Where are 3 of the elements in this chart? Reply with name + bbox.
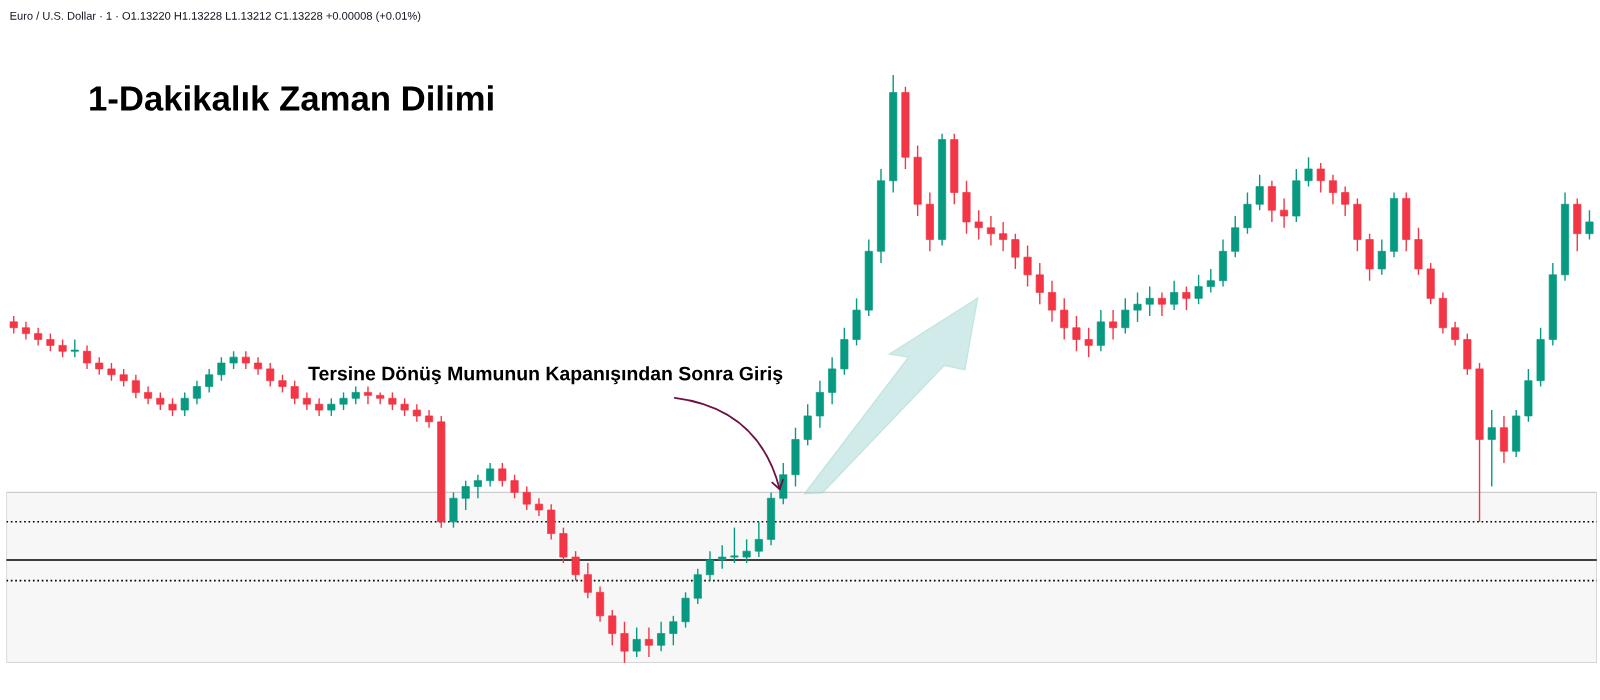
text: Euro / U.S. Dollar · 1 · O1.13220 H1.13228 L1.13212 C1.13228 +0.00008 (+0.01%): [10, 11, 421, 22]
chart-title: 1-Dakikalık Zaman Dilimi: [90, 85, 493, 111]
annotation: Tersine Dönüş Mumunun Kapanışından Sonra Giriş: [308, 366, 783, 385]
